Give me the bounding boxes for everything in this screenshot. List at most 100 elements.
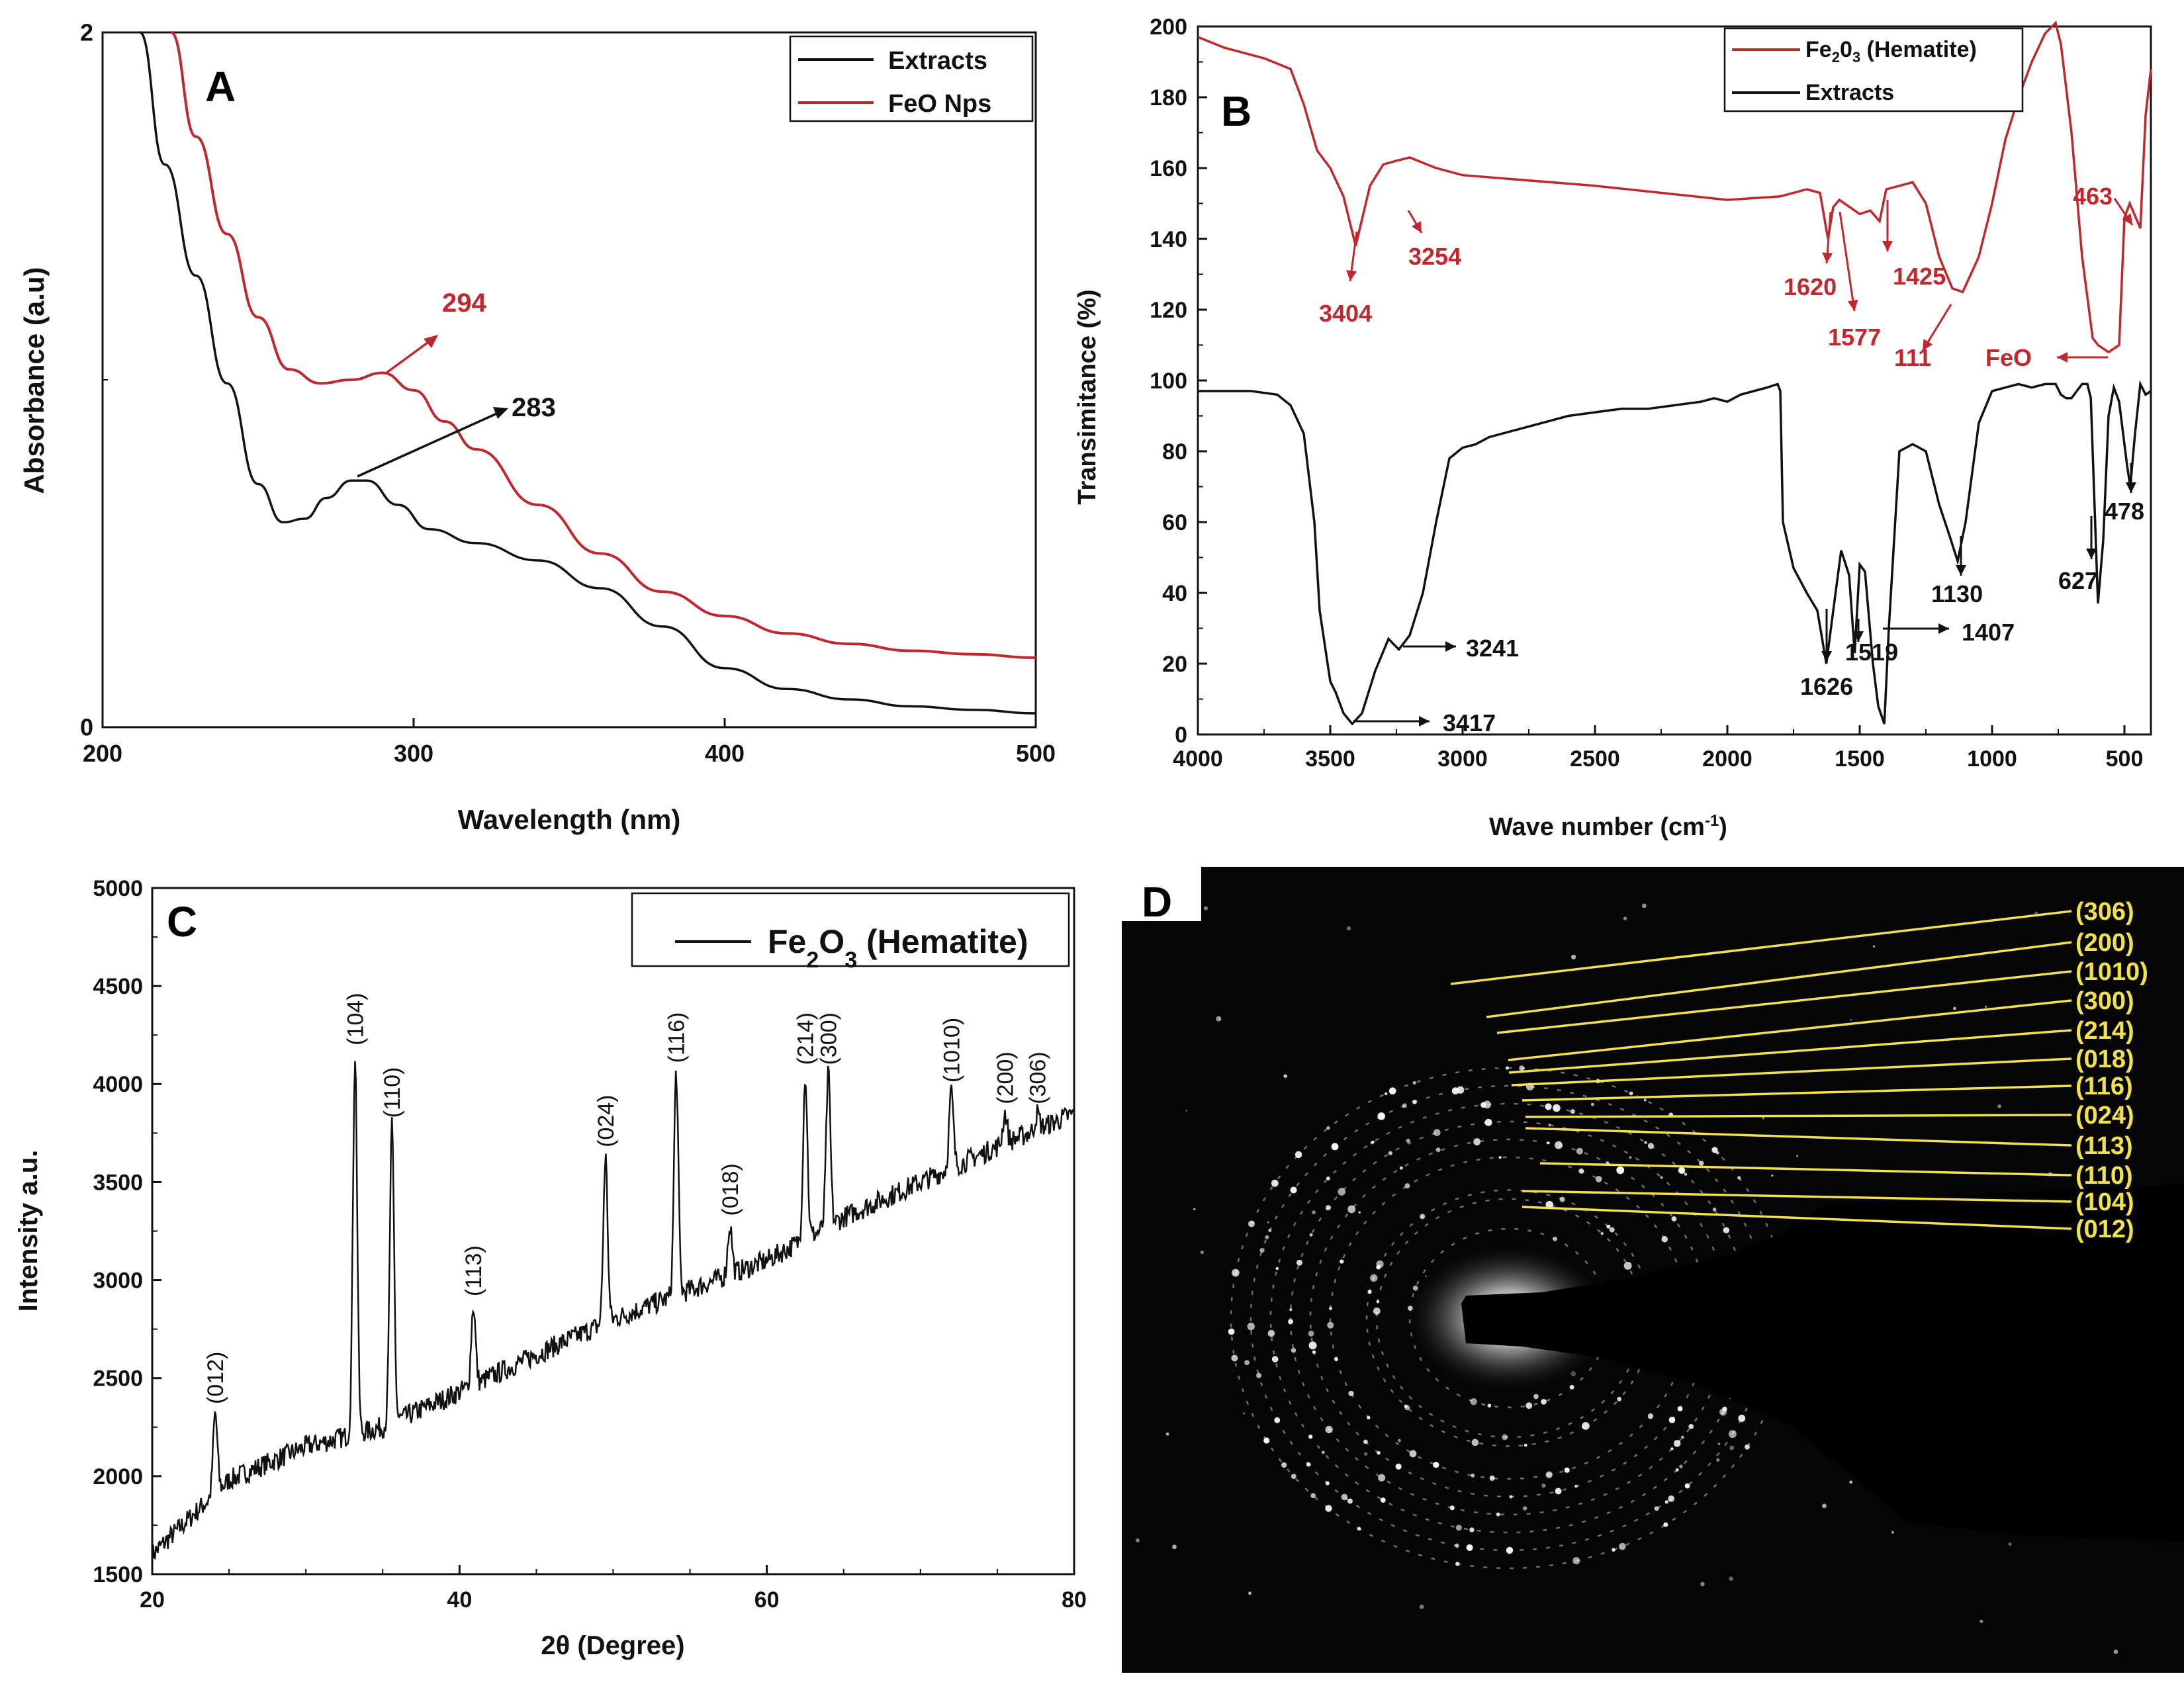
index-label-(300): (300) xyxy=(2075,987,2134,1015)
diffraction-spot xyxy=(1289,1308,1293,1311)
annotation-arrowhead-463 xyxy=(2122,213,2132,225)
diffraction-spot xyxy=(1471,1474,1475,1478)
diffraction-spot xyxy=(1524,1443,1527,1447)
diffraction-spot xyxy=(1502,1434,1508,1441)
diffraction-spot xyxy=(1347,1205,1356,1214)
x-tick-label: 4000 xyxy=(1173,746,1223,772)
y-tick-label: 200 xyxy=(1150,15,1187,40)
diffraction-spot xyxy=(1623,1261,1632,1270)
diffraction-spot xyxy=(1576,1147,1583,1155)
background-spot xyxy=(1700,1581,1705,1587)
y-tick-label: 2000 xyxy=(93,1464,143,1489)
diffraction-spot xyxy=(1326,1176,1330,1180)
diffraction-spot xyxy=(1348,1390,1354,1396)
diffraction-spot xyxy=(1267,1329,1275,1337)
panel-c-legend: Fe2O3 (Hematite) xyxy=(631,892,1070,973)
background-spot xyxy=(1762,1116,1765,1120)
diffraction-spot xyxy=(1271,1179,1279,1187)
panel-d-letter-box xyxy=(1122,867,1201,921)
diffraction-spot xyxy=(1357,1527,1361,1531)
annotation-label-1577: 1577 xyxy=(1828,324,1881,351)
panel-c-letter: C xyxy=(167,898,197,946)
diffraction-spot xyxy=(1271,1356,1279,1362)
diffraction-spot xyxy=(1325,1425,1333,1434)
diffraction-spot xyxy=(1509,1495,1513,1499)
y-tick-label: 5000 xyxy=(93,876,143,901)
background-spot xyxy=(1849,1480,1853,1484)
diffraction-spot xyxy=(1325,1481,1330,1486)
annotation-label-1519: 1519 xyxy=(1845,639,1898,666)
diffraction-spot xyxy=(1288,1319,1294,1325)
y-tick-label: 3500 xyxy=(93,1170,143,1195)
y-tick-label: 3000 xyxy=(93,1268,143,1293)
legend-label-extracts: Extracts xyxy=(888,47,987,75)
x-tick-label: 2000 xyxy=(1702,746,1752,772)
background-spot xyxy=(1629,1156,1632,1159)
diffraction-spot xyxy=(1548,1124,1551,1127)
annotation-label-FeO: FeO xyxy=(1985,344,2032,371)
diffraction-spot xyxy=(1564,1467,1570,1473)
annotation-label-3241: 3241 xyxy=(1466,635,1519,662)
legend-label-feo-nps: FeO Nps xyxy=(888,90,991,118)
background-spot xyxy=(1419,1605,1424,1609)
index-line-(113) xyxy=(1525,1127,2072,1147)
diffraction-spot xyxy=(1729,1430,1737,1439)
y-tick-label: 4000 xyxy=(93,1072,143,1097)
diffraction-spot xyxy=(1609,1227,1615,1233)
diffraction-spot xyxy=(1327,1321,1334,1329)
annotation-arrowhead-3404 xyxy=(1346,270,1357,281)
y-tick-label: 60 xyxy=(1162,510,1187,535)
background-spot xyxy=(1641,903,1647,909)
diffraction-spot xyxy=(1670,1447,1674,1450)
y-tick-label: 1500 xyxy=(93,1562,143,1587)
diffraction-spot xyxy=(1487,1403,1492,1408)
panel-c-ticks: 20 40 60 80 1500 2000 2500 3000 3500 4000 4500 5000 xyxy=(93,876,1087,1613)
diffraction-spot xyxy=(1496,1512,1500,1517)
index-label-(012): (012) xyxy=(2075,1216,2134,1243)
panel-b-ftir: 4000 3500 3000 2500 2000 1500 1000 500 0 20 40 60 80… xyxy=(1073,15,2152,841)
panel-c-peak-labels: (012) (104) (110) (113) (024) (116) (018) (214)… xyxy=(203,993,1050,1404)
index-line-(200) xyxy=(1486,941,2072,1018)
diffraction-spot xyxy=(1331,1143,1339,1151)
index-label-(018): (018) xyxy=(2075,1045,2134,1073)
diffraction-spot xyxy=(1395,1463,1402,1470)
diffraction-spot xyxy=(1385,1092,1388,1096)
diffraction-spot xyxy=(1606,1224,1611,1229)
diffraction-spot xyxy=(1326,1126,1330,1130)
diffraction-spot xyxy=(1274,1417,1281,1423)
diffraction-spot xyxy=(1671,1216,1677,1221)
panel-a-frame xyxy=(101,31,1037,729)
diffraction-spot xyxy=(1505,1066,1509,1070)
background-spot xyxy=(1165,1432,1169,1436)
panel-b-legend: Fe203 (Hematite) Extracts xyxy=(1723,27,2024,112)
diffraction-spot xyxy=(1451,1087,1459,1095)
diffraction-spot xyxy=(1247,1322,1255,1331)
peak-label: (200) xyxy=(993,1051,1019,1104)
index-line-(214) xyxy=(1508,1029,2072,1074)
diffraction-spot xyxy=(1325,1205,1332,1211)
diffraction-spot xyxy=(1678,1167,1686,1175)
diffraction-spot xyxy=(1722,1406,1727,1412)
y-tick-label: 4500 xyxy=(93,974,143,999)
diffraction-spot xyxy=(1600,1232,1604,1235)
diffraction-spot xyxy=(1680,1435,1684,1439)
x-tick-label: 60 xyxy=(754,1587,780,1613)
panel-a-letter: A xyxy=(205,63,236,111)
diffraction-spot xyxy=(1290,1186,1297,1194)
panel-b-annotations: 3404 3254 1620 1425 1577 111 FeO 463 3241 3417 162… xyxy=(1319,183,2144,736)
diffraction-spot xyxy=(1325,1505,1332,1512)
diffraction-spot xyxy=(1329,1307,1332,1310)
diffraction-spot xyxy=(1377,1112,1385,1120)
diffraction-spot xyxy=(1545,1103,1552,1110)
annotation-arrowhead-1577 xyxy=(1847,300,1858,311)
background-spot xyxy=(1172,1544,1177,1550)
peak-label: (300) xyxy=(817,1012,842,1065)
index-line-(116) xyxy=(1522,1085,2072,1102)
diffraction-spot xyxy=(1663,1522,1668,1527)
diffraction-spot xyxy=(1644,1141,1647,1144)
diffraction-spot xyxy=(1519,1065,1525,1071)
y-tick-label: 2500 xyxy=(93,1366,143,1392)
index-label-(1010): (1010) xyxy=(2075,958,2148,986)
diffraction-spot xyxy=(1388,1151,1392,1155)
x-tick-label: 500 xyxy=(2106,746,2144,772)
